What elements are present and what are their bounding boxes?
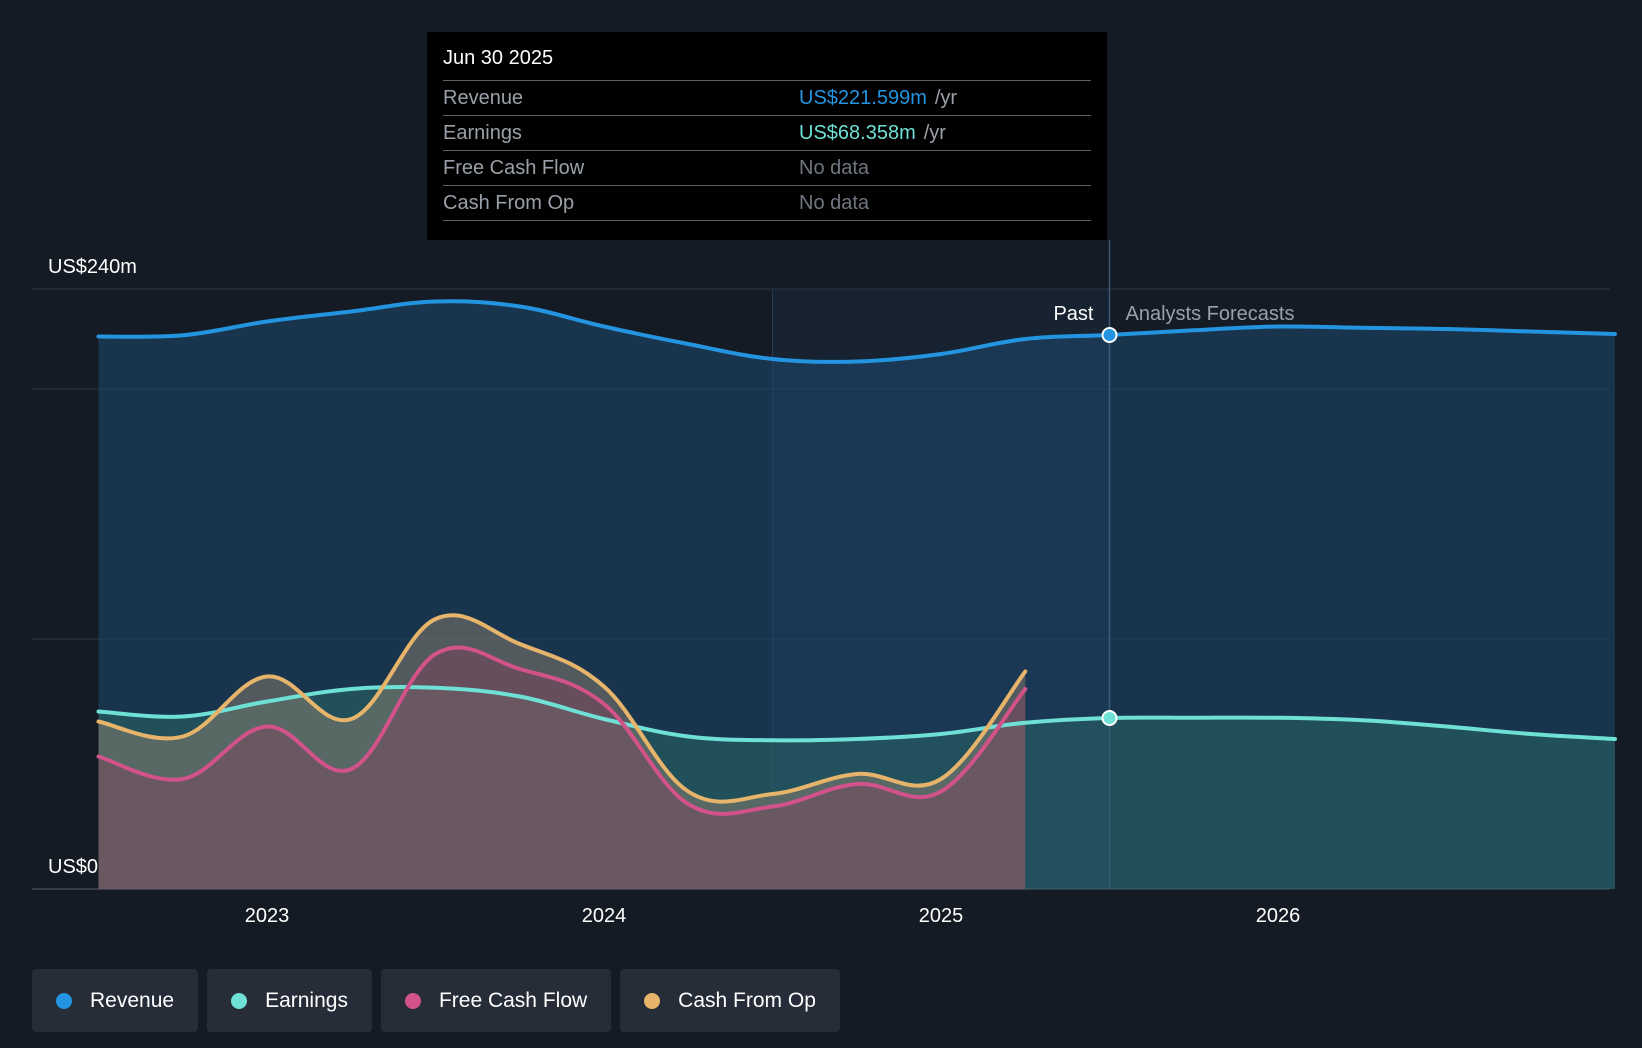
x-tick-label: 2026 bbox=[1256, 905, 1301, 927]
cash-from-op-line bbox=[96, 613, 1028, 804]
area-layer bbox=[98, 301, 1615, 889]
revenue-area bbox=[98, 301, 1615, 889]
tooltip: Jun 30 2025 Revenue US$221.599m /yr Earn… bbox=[427, 32, 1107, 240]
legend-label: Earnings bbox=[265, 988, 348, 1012]
legend-dot-icon bbox=[56, 992, 72, 1009]
tooltip-value: US$68.358m bbox=[799, 121, 916, 144]
earnings-area bbox=[98, 686, 1615, 889]
free-cash-flow-line bbox=[96, 645, 1028, 816]
past-label: Past bbox=[1053, 303, 1093, 325]
x-tick-label: 2024 bbox=[582, 905, 627, 927]
tooltip-date: Jun 30 2025 bbox=[443, 47, 554, 69]
legend-item-free-cash-flow[interactable]: Free Cash Flow bbox=[380, 969, 612, 1032]
tooltip-row-earnings: Earnings US$68.358m /yr bbox=[443, 115, 1091, 150]
earnings-highlight-marker bbox=[1101, 710, 1118, 726]
legend-label: Revenue bbox=[90, 988, 175, 1012]
legend-item-cash-from-op[interactable]: Cash From Op bbox=[620, 969, 840, 1032]
tooltip-row-revenue: Revenue US$221.599m /yr bbox=[443, 80, 1091, 115]
line-layer bbox=[96, 299, 1617, 816]
legend-dot-icon bbox=[404, 992, 421, 1009]
x-tick-label: 2025 bbox=[919, 905, 964, 927]
y-tick-label: US$240m bbox=[48, 256, 137, 278]
revenue-line bbox=[96, 299, 1617, 364]
revenue-highlight-marker bbox=[1101, 327, 1118, 343]
tooltip-unit: /yr bbox=[934, 86, 958, 109]
marker-layer bbox=[1101, 240, 1118, 889]
free-cash-flow-area bbox=[98, 647, 1026, 889]
legend-dot-icon bbox=[231, 992, 248, 1009]
x-tick-label: 2023 bbox=[245, 905, 290, 927]
y-tick-label: US$0 bbox=[48, 856, 98, 878]
cash-from-op-area bbox=[98, 615, 1026, 889]
tooltip-label: Revenue bbox=[443, 86, 524, 109]
tooltip-value: No data bbox=[799, 191, 870, 214]
tooltip-value: No data bbox=[799, 156, 870, 179]
tooltip-label: Free Cash Flow bbox=[443, 156, 585, 179]
tooltip-unit: /yr bbox=[923, 121, 946, 144]
legend-item-earnings[interactable]: Earnings bbox=[207, 969, 372, 1032]
legend-label: Free Cash Flow bbox=[438, 988, 588, 1012]
legend-dot-icon bbox=[644, 992, 661, 1009]
legend-label: Cash From Op bbox=[678, 988, 816, 1012]
tooltip-label: Cash From Op bbox=[443, 191, 575, 214]
earnings-line bbox=[96, 684, 1617, 743]
tooltip-value: US$221.599m bbox=[799, 86, 927, 109]
tooltip-row-free-cash-flow: Free Cash Flow No data bbox=[443, 150, 1091, 185]
forecast-label: Analysts Forecasts bbox=[1126, 303, 1295, 325]
tooltip-label: Earnings bbox=[443, 121, 522, 144]
legend: Revenue Earnings Free Cash Flow Cash Fro… bbox=[32, 969, 840, 1032]
tooltip-row-cash-from-op: Cash From Op No data bbox=[443, 185, 1091, 221]
legend-item-revenue[interactable]: Revenue bbox=[32, 969, 199, 1032]
label-layer: US$240m US$0 2023 2024 2025 2026 Past Analysts … bbox=[48, 256, 1300, 927]
